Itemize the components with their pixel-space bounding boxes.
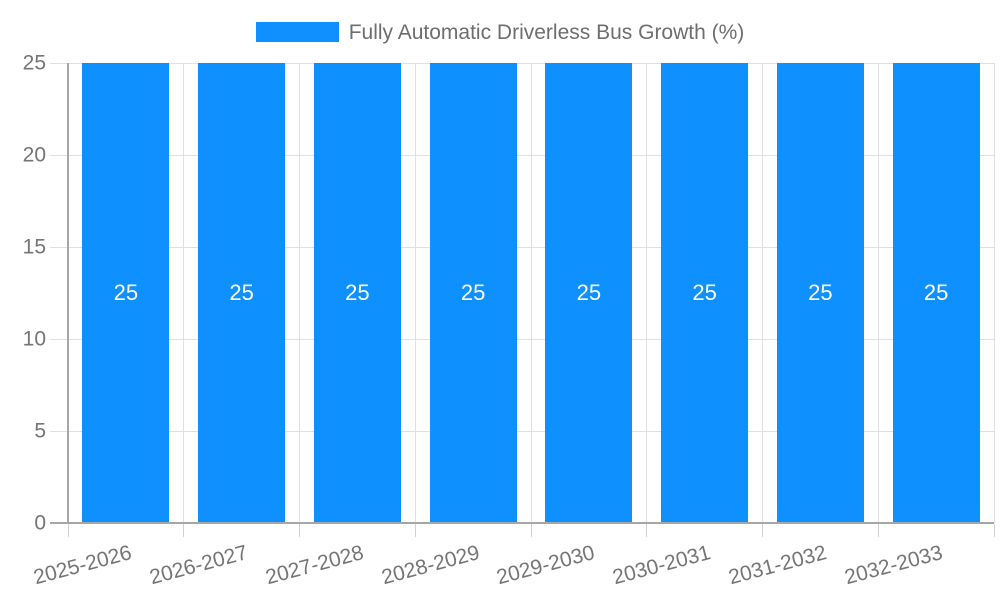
y-tick-label: 15 — [22, 235, 46, 259]
x-tick-label: 2031-2032 — [726, 541, 830, 590]
x-tick-label: 2029-2030 — [494, 541, 598, 590]
x-axis-tick — [646, 524, 648, 537]
x-gridline — [414, 63, 416, 523]
x-tick-label: 2027-2028 — [263, 541, 367, 590]
bar-value-label: 25 — [113, 280, 139, 305]
bar-value-label: 25 — [808, 280, 833, 305]
x-axis-tick — [183, 524, 185, 537]
bar[interactable] — [545, 63, 633, 522]
legend-series-label: Fully Automatic Driverless Bus Growth (%… — [348, 20, 745, 44]
x-tick-label: 2028-2029 — [378, 541, 482, 590]
bar-value-label: 25 — [576, 280, 602, 305]
y-tick-label: 0 — [34, 511, 46, 535]
x-tick-label: 2026-2027 — [147, 541, 251, 590]
bar-value-label: 25 — [229, 280, 254, 305]
y-gridline — [50, 154, 994, 156]
y-gridline — [50, 246, 994, 248]
x-gridline — [530, 63, 532, 523]
chart-legend: Fully Automatic Driverless Bus Growth (%… — [0, 12, 1000, 52]
y-axis-line — [67, 63, 69, 523]
legend-item[interactable]: Fully Automatic Driverless Bus Growth (%… — [255, 20, 745, 44]
x-gridline — [646, 63, 648, 523]
legend-swatch — [255, 22, 339, 42]
x-axis-tick — [993, 524, 995, 537]
bar[interactable] — [82, 63, 170, 522]
x-gridline — [993, 63, 995, 523]
x-axis-tick — [67, 524, 69, 537]
bar[interactable] — [429, 63, 517, 522]
bar[interactable] — [198, 63, 286, 522]
bar-value-label: 25 — [460, 280, 486, 305]
bar-value-label: 25 — [692, 280, 717, 305]
x-tick-label: 2030-2031 — [610, 541, 714, 590]
x-axis-tick — [299, 524, 300, 537]
bar[interactable] — [892, 63, 980, 522]
x-gridline — [762, 63, 763, 523]
bar-value-label: 25 — [345, 280, 370, 305]
y-gridline — [50, 430, 994, 432]
bar[interactable] — [313, 63, 401, 522]
x-axis-tick — [762, 524, 763, 537]
x-axis-line — [50, 522, 994, 524]
bar[interactable] — [661, 63, 749, 522]
y-tick-label: 20 — [22, 143, 46, 167]
x-tick-label: 2032-2033 — [841, 541, 945, 590]
x-axis-tick — [414, 524, 416, 537]
y-tick-label: 5 — [34, 419, 46, 443]
y-gridline — [50, 338, 994, 340]
x-gridline — [183, 63, 185, 523]
x-gridline — [877, 63, 879, 523]
y-tick-label: 25 — [22, 51, 46, 75]
x-gridline — [299, 63, 300, 523]
y-gridline — [50, 62, 994, 64]
bar[interactable] — [776, 63, 864, 522]
y-tick-label: 10 — [22, 327, 46, 351]
x-axis-tick — [877, 524, 879, 537]
x-tick-label: 2025-2026 — [31, 541, 135, 590]
bar-value-label: 25 — [923, 280, 949, 305]
x-axis-tick — [530, 524, 532, 537]
